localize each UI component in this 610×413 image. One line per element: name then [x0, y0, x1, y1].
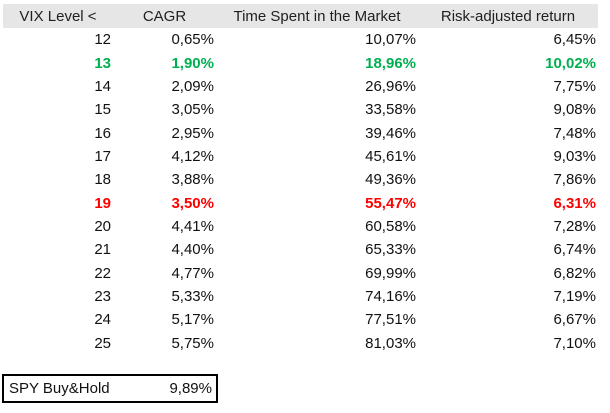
- cell-cagr: 3,50%: [171, 194, 214, 212]
- cell-vix: 16: [94, 124, 111, 142]
- header-time-spent: Time Spent in the Market: [233, 7, 401, 25]
- table-row: 16 2,95% 39,46% 7,48%: [3, 121, 598, 144]
- header-vix-level: VIX Level <: [19, 7, 97, 25]
- cell-risk: 6,31%: [553, 194, 596, 212]
- cell-risk: 7,86%: [553, 171, 596, 189]
- cell-vix: 25: [94, 334, 111, 352]
- table-row: 17 4,12% 45,61% 9,03%: [3, 145, 598, 168]
- cell-vix: 18: [94, 171, 111, 189]
- cell-vix: 24: [94, 311, 111, 329]
- cell-cagr: 4,77%: [171, 264, 214, 282]
- cell-time: 45,61%: [365, 147, 416, 165]
- cell-cagr: 4,12%: [171, 147, 214, 165]
- cell-time: 60,58%: [365, 217, 416, 235]
- cell-vix: 19: [94, 194, 111, 212]
- cell-time: 49,36%: [365, 171, 416, 189]
- header-cagr: CAGR: [142, 7, 187, 25]
- cell-risk: 7,48%: [553, 124, 596, 142]
- table-row: 19 3,50% 55,47% 6,31%: [3, 191, 598, 214]
- cell-vix: 17: [94, 147, 111, 165]
- cell-risk: 9,08%: [553, 101, 596, 119]
- cell-vix: 13: [94, 54, 111, 72]
- cell-vix: 14: [94, 77, 111, 95]
- cell-cagr: 4,41%: [171, 217, 214, 235]
- spy-buyhold-label: SPY Buy&Hold: [9, 380, 110, 397]
- cell-vix: 12: [94, 31, 111, 49]
- cell-cagr: 1,90%: [171, 54, 214, 72]
- cell-time: 74,16%: [365, 287, 416, 305]
- cell-risk: 7,10%: [553, 334, 596, 352]
- cell-time: 10,07%: [365, 31, 416, 49]
- cell-risk: 9,03%: [553, 147, 596, 165]
- spy-buyhold-value: 9,89%: [169, 380, 212, 397]
- cell-risk: 7,75%: [553, 77, 596, 95]
- table-body: 12 0,65% 10,07% 6,45% 13 1,90% 18,96% 10,02% 14 2…: [3, 28, 598, 355]
- cell-time: 55,47%: [365, 194, 416, 212]
- table-row: 13 1,90% 18,96% 10,02%: [3, 51, 598, 74]
- cell-risk: 6,82%: [553, 264, 596, 282]
- cell-risk: 6,67%: [553, 311, 596, 329]
- cell-cagr: 3,88%: [171, 171, 214, 189]
- table-header-row: VIX Level < CAGR Time Spent in the Marke…: [3, 4, 598, 28]
- table-row: 23 5,33% 74,16% 7,19%: [3, 285, 598, 308]
- cell-time: 33,58%: [365, 101, 416, 119]
- cell-risk: 10,02%: [545, 54, 596, 72]
- table-row: 21 4,40% 65,33% 6,74%: [3, 238, 598, 261]
- table-row: 15 3,05% 33,58% 9,08%: [3, 98, 598, 121]
- cell-vix: 20: [94, 217, 111, 235]
- cell-risk: 7,28%: [553, 217, 596, 235]
- table-row: 20 4,41% 60,58% 7,28%: [3, 215, 598, 238]
- cell-time: 26,96%: [365, 77, 416, 95]
- cell-cagr: 2,09%: [171, 77, 214, 95]
- cell-time: 77,51%: [365, 311, 416, 329]
- cell-cagr: 5,33%: [171, 287, 214, 305]
- cell-cagr: 3,05%: [171, 101, 214, 119]
- spy-buyhold-box: SPY Buy&Hold 9,89%: [2, 374, 218, 403]
- table-row: 24 5,17% 77,51% 6,67%: [3, 308, 598, 331]
- cell-time: 69,99%: [365, 264, 416, 282]
- header-risk-adjusted-return: Risk-adjusted return: [440, 7, 576, 25]
- vix-backtest-table: VIX Level < CAGR Time Spent in the Marke…: [3, 4, 598, 355]
- table-row: 12 0,65% 10,07% 6,45%: [3, 28, 598, 51]
- cell-cagr: 2,95%: [171, 124, 214, 142]
- cell-time: 81,03%: [365, 334, 416, 352]
- cell-vix: 15: [94, 101, 111, 119]
- cell-vix: 22: [94, 264, 111, 282]
- cell-risk: 6,74%: [553, 241, 596, 259]
- table-row: 25 5,75% 81,03% 7,10%: [3, 331, 598, 354]
- table-row: 18 3,88% 49,36% 7,86%: [3, 168, 598, 191]
- table-row: 14 2,09% 26,96% 7,75%: [3, 75, 598, 98]
- cell-cagr: 0,65%: [171, 31, 214, 49]
- cell-cagr: 5,75%: [171, 334, 214, 352]
- cell-cagr: 4,40%: [171, 241, 214, 259]
- cell-vix: 23: [94, 287, 111, 305]
- cell-time: 65,33%: [365, 241, 416, 259]
- cell-risk: 6,45%: [553, 31, 596, 49]
- cell-vix: 21: [94, 241, 111, 259]
- cell-time: 39,46%: [365, 124, 416, 142]
- table-row: 22 4,77% 69,99% 6,82%: [3, 261, 598, 284]
- cell-cagr: 5,17%: [171, 311, 214, 329]
- cell-time: 18,96%: [365, 54, 416, 72]
- cell-risk: 7,19%: [553, 287, 596, 305]
